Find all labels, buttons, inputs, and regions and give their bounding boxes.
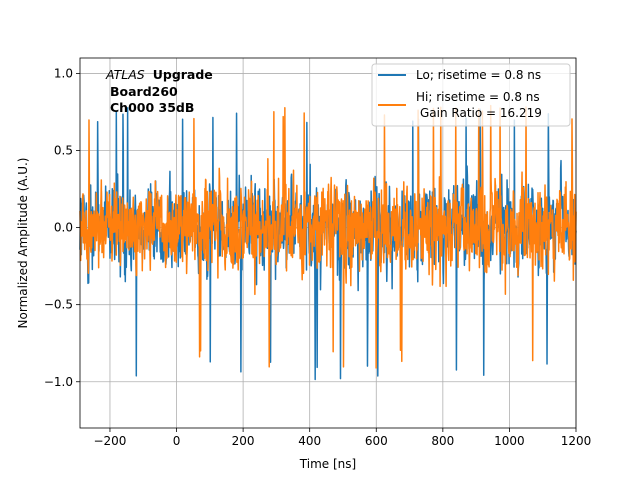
svg-text:ATLAS Upgrade: ATLAS Upgrade — [105, 67, 213, 82]
legend-label-hi-gain: Gain Ratio = 16.219 — [420, 106, 542, 120]
atlas-annotation: ATLAS Upgrade Board260 Ch000 35dB — [105, 67, 213, 115]
board-label: Board260 — [110, 84, 178, 99]
x-tick-label: 1000 — [494, 434, 525, 448]
x-axis-label: Time [ns] — [299, 457, 356, 471]
y-tick-label: 0.5 — [54, 144, 73, 158]
y-tick-label: 1.0 — [54, 66, 73, 80]
x-tick-label: 800 — [431, 434, 454, 448]
y-tick-label: −0.5 — [44, 298, 73, 312]
legend-box — [371, 63, 571, 127]
x-tick-label: 400 — [298, 434, 321, 448]
x-tick-label: 1200 — [561, 434, 592, 448]
y-tick-label: −1.0 — [44, 375, 73, 389]
upgrade-label: Upgrade — [153, 67, 213, 82]
x-axis-ticks: −200 0 200 400 600 800 1000 1200 — [93, 428, 591, 448]
atlas-label: ATLAS — [105, 67, 145, 82]
series-hi-line — [79, 104, 577, 369]
legend-label-hi: Hi; risetime = 0.8 ns — [416, 90, 540, 104]
y-axis-ticks: −1.0 −0.5 0.0 0.5 1.0 — [44, 66, 80, 389]
series-layer — [79, 104, 577, 381]
x-tick-label: 600 — [365, 434, 388, 448]
y-tick-label: 0.0 — [54, 221, 73, 235]
y-axis-label: Normalized Amplitude (A.U.) — [16, 158, 30, 329]
legend: Lo; risetime = 0.8 ns Hi; risetime = 0.8… — [371, 63, 571, 127]
x-tick-label: −200 — [93, 434, 126, 448]
x-tick-label: 200 — [232, 434, 255, 448]
channel-label: Ch000 35dB — [110, 100, 194, 115]
x-tick-label: 0 — [173, 434, 181, 448]
axes-frame — [79, 57, 577, 429]
legend-label-lo: Lo; risetime = 0.8 ns — [416, 68, 541, 82]
